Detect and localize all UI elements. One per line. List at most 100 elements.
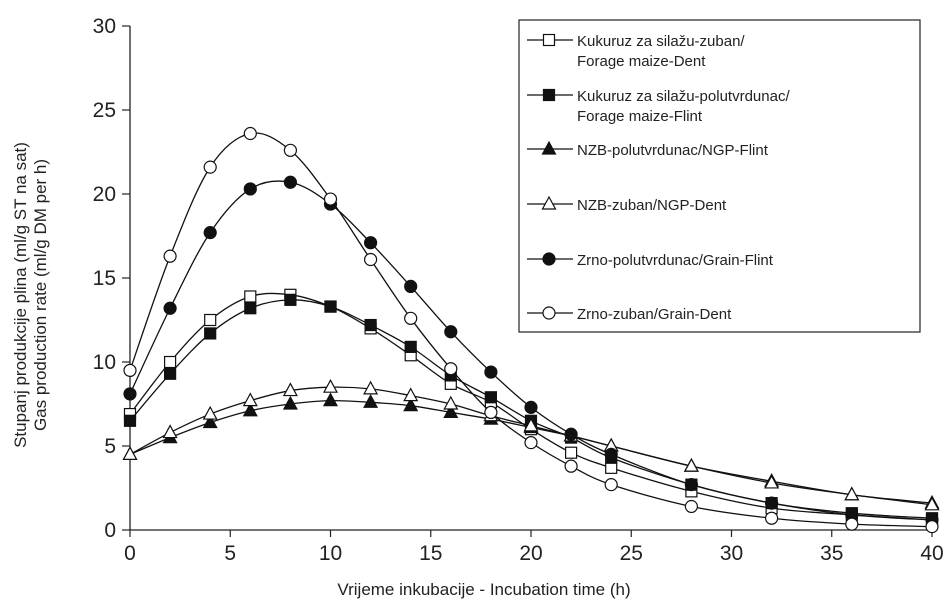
series-2-point-6 [244, 302, 257, 315]
series-5-point-24 [604, 447, 618, 461]
legend-entry-2: Kukuruz za silažu-polutvrdunac/Forage ma… [527, 88, 790, 125]
series-4-point-40 [924, 496, 940, 511]
series-5-point-6 [243, 182, 257, 196]
series-5-point-12 [364, 236, 378, 250]
series-1-point-22 [564, 446, 578, 459]
series-6-point-0 [123, 363, 137, 377]
series-4 [122, 378, 940, 511]
series-5-point-20 [524, 400, 538, 414]
y-axis-title-line-1: Stupanj produkcije plina (ml/g ST na sat… [11, 142, 30, 448]
series-6-point-12 [364, 252, 378, 267]
y-tick-label-20: 20 [93, 183, 116, 206]
series-4-point-28 [683, 457, 699, 472]
series-4-point-4 [202, 405, 218, 420]
series-5-point-14 [404, 279, 418, 293]
legend-entry-1-label-2: Forage maize-Dent [577, 53, 706, 70]
series-5-point-32 [764, 496, 779, 510]
series-4-point-32 [764, 474, 780, 489]
legend-entry-6-label-1: Zrno-zuban/Grain-Dent [577, 306, 732, 323]
series-3-point-14 [403, 397, 419, 412]
x-tick-label-35: 35 [820, 542, 843, 565]
series-6-point-24 [604, 478, 618, 492]
legend-entry-3-marker [541, 140, 557, 155]
series-6-point-4 [203, 160, 217, 174]
x-tick-label-25: 25 [620, 542, 643, 565]
y-tick-label-5: 5 [104, 435, 116, 458]
series-2-point-8 [284, 293, 297, 306]
x-tick-label-10: 10 [319, 542, 342, 565]
y-tick-label-30: 30 [93, 15, 116, 38]
series-6-point-14 [404, 311, 418, 325]
series-6-point-36 [845, 517, 859, 531]
legend-entry-1-label-1: Kukuruz za silažu-zuban/ [577, 33, 745, 50]
x-tick-label-0: 0 [124, 542, 136, 565]
y-tick-label-15: 15 [93, 267, 116, 290]
series-5-point-18 [484, 365, 498, 379]
legend: Kukuruz za silažu-zuban/Forage maize-Den… [518, 19, 921, 333]
series-2-point-2 [164, 367, 177, 380]
series-6-point-8 [283, 143, 297, 157]
legend-entry-5-label-1: Zrno-polutvrdunac/Grain-Flint [577, 252, 774, 269]
legend-entry-6-marker [542, 306, 556, 320]
series-3-point-8 [282, 395, 298, 410]
axes: 0 5 10 15 20 25 30 0 5 10 15 20 25 30 35 40 [93, 15, 944, 565]
series-2-point-0 [123, 414, 137, 427]
series-2-point-18 [484, 391, 497, 404]
series-2-point-10 [324, 300, 337, 313]
legend-entry-1: Kukuruz za silažu-zuban/Forage maize-Den… [527, 33, 745, 70]
legend-entry-2-label-1: Kukuruz za silažu-polutvrdunac/ [577, 88, 790, 105]
series-6-point-2 [163, 249, 177, 263]
series-6-point-18 [484, 405, 498, 419]
series-4-point-36 [844, 486, 860, 501]
series-6-point-22 [564, 459, 578, 473]
series-6-point-20 [524, 436, 538, 450]
series-4-line [129, 386, 933, 506]
y-tick-label-10: 10 [93, 351, 116, 374]
x-axis-title: Vrijeme inkubacije - Incubation time (h) [337, 580, 630, 599]
legend-entry-3-label-1: NZB-polutvrdunac/NGP-Flint [577, 142, 769, 159]
series-4-point-6 [242, 392, 258, 407]
y-tick-label-0: 0 [104, 519, 116, 542]
series-6-point-40 [925, 520, 939, 534]
series-layer [122, 126, 940, 534]
x-tick-label-5: 5 [224, 542, 236, 565]
series-5 [123, 175, 939, 527]
series-2-point-12 [364, 318, 377, 332]
series-4-point-16 [443, 395, 459, 410]
series-5-point-28 [684, 478, 699, 492]
legend-entry-3: NZB-polutvrdunac/NGP-Flint [527, 140, 769, 159]
x-tick-label-40: 40 [920, 542, 943, 565]
series-4-point-10 [322, 378, 339, 393]
series-1-point-4 [204, 313, 217, 327]
series-1-point-6 [244, 290, 257, 303]
series-5-point-0 [123, 387, 137, 401]
series-4-point-2 [162, 424, 178, 439]
series-1-point-2 [164, 355, 177, 369]
series-4-point-8 [282, 382, 298, 397]
series-3-point-4 [202, 414, 218, 429]
series-6-point-10 [323, 192, 338, 206]
series-2-point-4 [204, 327, 217, 340]
series-3-point-16 [443, 404, 459, 418]
series-5-point-8 [283, 175, 297, 189]
legend-entry-2-marker [542, 88, 556, 102]
series-5-point-22 [564, 427, 578, 441]
series-3-point-6 [242, 402, 258, 417]
series-4-point-14 [403, 387, 419, 402]
series-1-point-24 [605, 461, 618, 474]
series-3-line [129, 399, 933, 504]
y-axis-title-line-2: Gas production rate (ml/g DM per h) [31, 159, 50, 431]
series-5-point-16 [444, 325, 458, 339]
series-4-point-0 [122, 446, 138, 460]
series-6-point-6 [243, 126, 257, 141]
legend-entry-6: Zrno-zuban/Grain-Dent [527, 306, 732, 323]
series-4-point-12 [363, 380, 379, 395]
legend-entry-4-marker [541, 195, 557, 210]
series-5-point-4 [203, 226, 217, 240]
series-2-point-14 [404, 340, 417, 353]
series-3-point-12 [363, 394, 379, 408]
series-6-point-28 [684, 499, 699, 514]
legend-entry-5-marker [542, 252, 556, 266]
x-tick-label-30: 30 [720, 542, 743, 565]
